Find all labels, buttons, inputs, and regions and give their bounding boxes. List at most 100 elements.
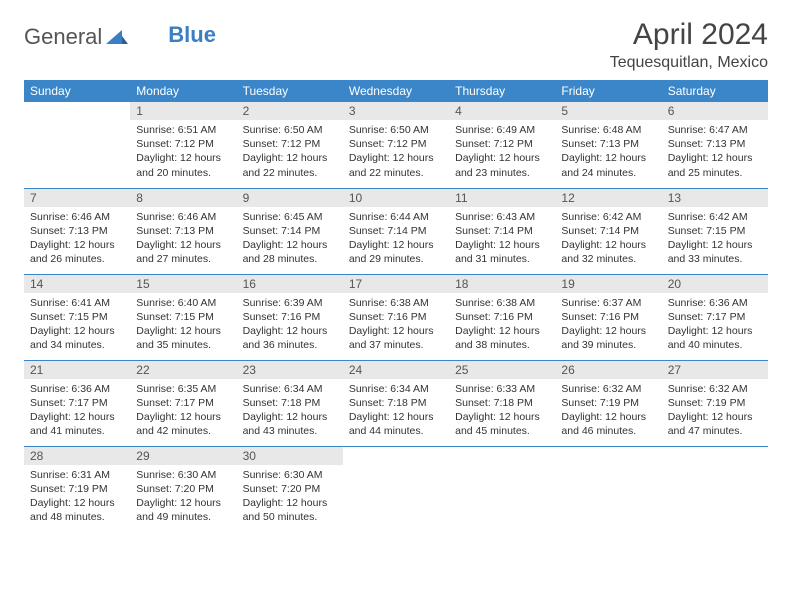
calendar-empty-cell	[343, 446, 449, 532]
sunrise-line: Sunrise: 6:32 AM	[668, 382, 762, 396]
day-number: 7	[24, 189, 130, 207]
calendar-day-cell: 29Sunrise: 6:30 AMSunset: 7:20 PMDayligh…	[130, 446, 236, 532]
sunset-line: Sunset: 7:12 PM	[243, 137, 337, 151]
calendar-week-row: 7Sunrise: 6:46 AMSunset: 7:13 PMDaylight…	[24, 188, 768, 274]
day-number: 13	[662, 189, 768, 207]
day-details: Sunrise: 6:47 AMSunset: 7:13 PMDaylight:…	[662, 120, 768, 184]
calendar-day-cell: 10Sunrise: 6:44 AMSunset: 7:14 PMDayligh…	[343, 188, 449, 274]
sunset-line: Sunset: 7:17 PM	[668, 310, 762, 324]
sunrise-line: Sunrise: 6:51 AM	[136, 123, 230, 137]
sunrise-line: Sunrise: 6:40 AM	[136, 296, 230, 310]
sunset-line: Sunset: 7:19 PM	[668, 396, 762, 410]
day-number: 16	[237, 275, 343, 293]
day-number: 17	[343, 275, 449, 293]
calendar-empty-cell	[24, 102, 130, 188]
day-number: 14	[24, 275, 130, 293]
calendar-empty-cell	[449, 446, 555, 532]
day-number: 10	[343, 189, 449, 207]
day-details: Sunrise: 6:35 AMSunset: 7:17 PMDaylight:…	[130, 379, 236, 443]
sunrise-line: Sunrise: 6:30 AM	[243, 468, 337, 482]
sunset-line: Sunset: 7:16 PM	[455, 310, 549, 324]
daylight-line: Daylight: 12 hours and 41 minutes.	[30, 410, 124, 438]
daylight-line: Daylight: 12 hours and 24 minutes.	[561, 151, 655, 179]
daylight-line: Daylight: 12 hours and 37 minutes.	[349, 324, 443, 352]
sunset-line: Sunset: 7:13 PM	[668, 137, 762, 151]
calendar-day-cell: 28Sunrise: 6:31 AMSunset: 7:19 PMDayligh…	[24, 446, 130, 532]
day-details: Sunrise: 6:34 AMSunset: 7:18 PMDaylight:…	[237, 379, 343, 443]
logo-text-blue: Blue	[168, 22, 216, 48]
day-details: Sunrise: 6:38 AMSunset: 7:16 PMDaylight:…	[449, 293, 555, 357]
location: Tequesquitlan, Mexico	[610, 54, 768, 72]
sunrise-line: Sunrise: 6:46 AM	[136, 210, 230, 224]
sunrise-line: Sunrise: 6:38 AM	[455, 296, 549, 310]
calendar-day-cell: 19Sunrise: 6:37 AMSunset: 7:16 PMDayligh…	[555, 274, 661, 360]
weekday-header: Friday	[555, 80, 661, 102]
sunset-line: Sunset: 7:17 PM	[30, 396, 124, 410]
sunrise-line: Sunrise: 6:48 AM	[561, 123, 655, 137]
calendar-empty-cell	[662, 446, 768, 532]
day-details: Sunrise: 6:40 AMSunset: 7:15 PMDaylight:…	[130, 293, 236, 357]
daylight-line: Daylight: 12 hours and 43 minutes.	[243, 410, 337, 438]
logo-text-gray: General	[24, 24, 102, 50]
daylight-line: Daylight: 12 hours and 46 minutes.	[561, 410, 655, 438]
sunrise-line: Sunrise: 6:34 AM	[349, 382, 443, 396]
calendar-week-row: 1Sunrise: 6:51 AMSunset: 7:12 PMDaylight…	[24, 102, 768, 188]
sunrise-line: Sunrise: 6:37 AM	[561, 296, 655, 310]
day-number: 27	[662, 361, 768, 379]
day-details: Sunrise: 6:50 AMSunset: 7:12 PMDaylight:…	[343, 120, 449, 184]
daylight-line: Daylight: 12 hours and 26 minutes.	[30, 238, 124, 266]
daylight-line: Daylight: 12 hours and 27 minutes.	[136, 238, 230, 266]
calendar-empty-cell	[555, 446, 661, 532]
sunset-line: Sunset: 7:13 PM	[136, 224, 230, 238]
sunset-line: Sunset: 7:14 PM	[243, 224, 337, 238]
sunrise-line: Sunrise: 6:50 AM	[243, 123, 337, 137]
day-number: 23	[237, 361, 343, 379]
day-number: 22	[130, 361, 236, 379]
daylight-line: Daylight: 12 hours and 45 minutes.	[455, 410, 549, 438]
sunrise-line: Sunrise: 6:46 AM	[30, 210, 124, 224]
day-details: Sunrise: 6:36 AMSunset: 7:17 PMDaylight:…	[662, 293, 768, 357]
calendar-day-cell: 6Sunrise: 6:47 AMSunset: 7:13 PMDaylight…	[662, 102, 768, 188]
calendar-day-cell: 2 Sunrise: 6:50 AMSunset: 7:12 PMDaylight…	[237, 102, 343, 188]
daylight-line: Daylight: 12 hours and 34 minutes.	[30, 324, 124, 352]
day-details: Sunrise: 6:46 AMSunset: 7:13 PMDaylight:…	[24, 207, 130, 271]
calendar-body: 1Sunrise: 6:51 AMSunset: 7:12 PMDaylight…	[24, 102, 768, 532]
calendar-day-cell: 7Sunrise: 6:46 AMSunset: 7:13 PMDaylight…	[24, 188, 130, 274]
sunrise-line: Sunrise: 6:49 AM	[455, 123, 549, 137]
day-number: 8	[130, 189, 236, 207]
day-details: Sunrise: 6:30 AMSunset: 7:20 PMDaylight:…	[130, 465, 236, 529]
daylight-line: Daylight: 12 hours and 40 minutes.	[668, 324, 762, 352]
daylight-line: Daylight: 12 hours and 22 minutes.	[243, 151, 337, 179]
sunrise-line: Sunrise: 6:31 AM	[30, 468, 124, 482]
calendar-week-row: 14Sunrise: 6:41 AMSunset: 7:15 PMDayligh…	[24, 274, 768, 360]
sunrise-line: Sunrise: 6:38 AM	[349, 296, 443, 310]
daylight-line: Daylight: 12 hours and 36 minutes.	[243, 324, 337, 352]
sunrise-line: Sunrise: 6:32 AM	[561, 382, 655, 396]
sunrise-line: Sunrise: 6:50 AM	[349, 123, 443, 137]
day-details: Sunrise: 6:31 AMSunset: 7:19 PMDaylight:…	[24, 465, 130, 529]
daylight-line: Daylight: 12 hours and 25 minutes.	[668, 151, 762, 179]
day-details: Sunrise: 6:38 AMSunset: 7:16 PMDaylight:…	[343, 293, 449, 357]
logo: General Blue	[24, 18, 216, 50]
day-details: Sunrise: 6:32 AMSunset: 7:19 PMDaylight:…	[662, 379, 768, 443]
daylight-line: Daylight: 12 hours and 42 minutes.	[136, 410, 230, 438]
daylight-line: Daylight: 12 hours and 38 minutes.	[455, 324, 549, 352]
calendar-day-cell: 11Sunrise: 6:43 AMSunset: 7:14 PMDayligh…	[449, 188, 555, 274]
sunset-line: Sunset: 7:13 PM	[30, 224, 124, 238]
daylight-line: Daylight: 12 hours and 44 minutes.	[349, 410, 443, 438]
sunset-line: Sunset: 7:16 PM	[561, 310, 655, 324]
day-number: 29	[130, 447, 236, 465]
day-number: 2	[237, 102, 343, 120]
day-details: Sunrise: 6:33 AMSunset: 7:18 PMDaylight:…	[449, 379, 555, 443]
sunset-line: Sunset: 7:16 PM	[349, 310, 443, 324]
day-number: 18	[449, 275, 555, 293]
sunset-line: Sunset: 7:14 PM	[455, 224, 549, 238]
calendar-day-cell: 24Sunrise: 6:34 AMSunset: 7:18 PMDayligh…	[343, 360, 449, 446]
day-number: 11	[449, 189, 555, 207]
weekday-header: Monday	[130, 80, 236, 102]
weekday-header: Sunday	[24, 80, 130, 102]
daylight-line: Daylight: 12 hours and 47 minutes.	[668, 410, 762, 438]
calendar-week-row: 28Sunrise: 6:31 AMSunset: 7:19 PMDayligh…	[24, 446, 768, 532]
day-details: Sunrise: 6:42 AMSunset: 7:14 PMDaylight:…	[555, 207, 661, 271]
calendar-day-cell: 9Sunrise: 6:45 AMSunset: 7:14 PMDaylight…	[237, 188, 343, 274]
